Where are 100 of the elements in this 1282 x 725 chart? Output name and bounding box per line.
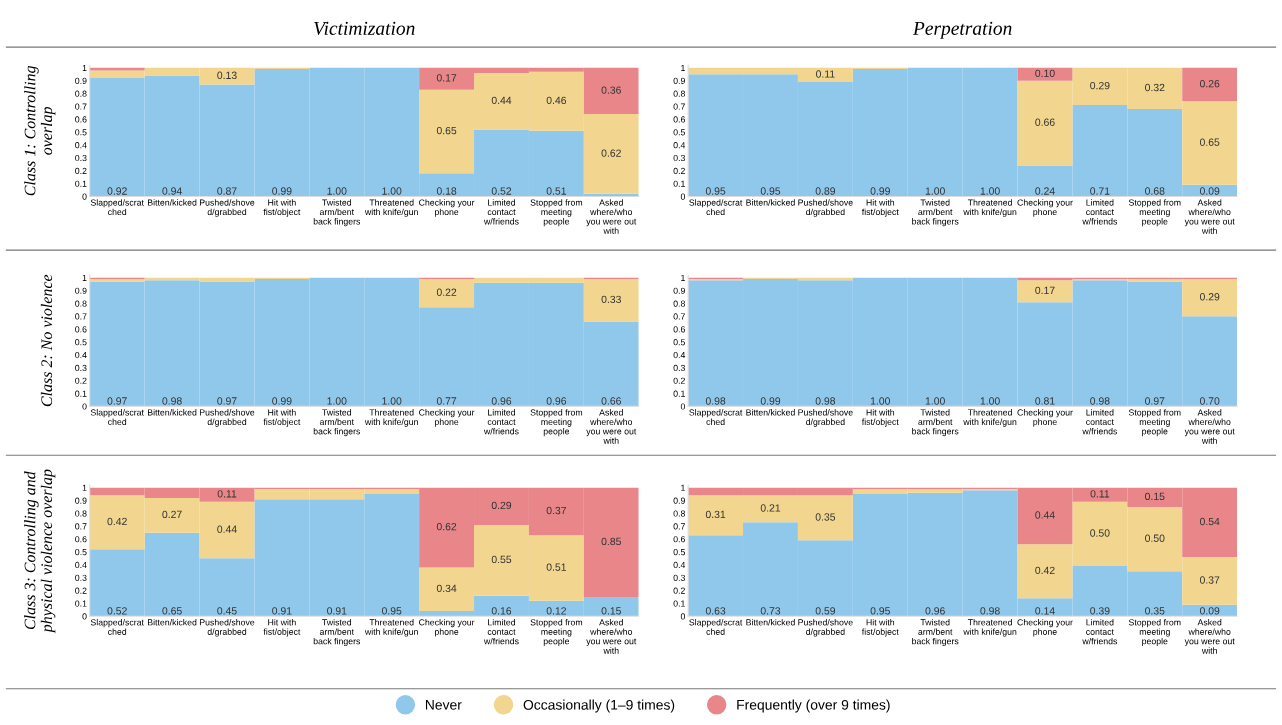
- x-tick-label: Slapped/scrat ched: [689, 199, 743, 216]
- data-label: 1.00: [980, 397, 1000, 405]
- data-label: 0.42: [107, 517, 127, 526]
- data-label: 0.29: [491, 501, 512, 510]
- y-tick-label: 0.6: [75, 536, 87, 543]
- data-label: 0.16: [491, 607, 512, 615]
- x-tick-label: Checking your phone: [1017, 619, 1073, 637]
- x-tick-label: Threatened with knife/gun: [364, 619, 418, 637]
- data-label: 0.22: [436, 288, 457, 296]
- data-label: 0.35: [1145, 607, 1165, 615]
- y-tick-label: 0.2: [75, 377, 87, 384]
- y-tick-label: 0.9: [75, 497, 87, 504]
- data-label: 0.21: [760, 504, 781, 512]
- data-label: 0.66: [601, 397, 621, 405]
- y-tick-label: 0: [680, 193, 686, 200]
- y-tick-label: 0.8: [75, 90, 87, 97]
- y-tick-label: 0.8: [673, 300, 685, 307]
- x-tick-label: Limited contact w/friends: [483, 409, 519, 435]
- y-tick-label: 0.4: [75, 142, 87, 149]
- data-label: 0.98: [980, 607, 1000, 615]
- data-label: 0.96: [925, 607, 945, 615]
- data-label: 0.24: [1035, 187, 1055, 195]
- x-tick-label: Hit with fist/object: [263, 619, 301, 637]
- data-label: 1.00: [925, 187, 945, 195]
- data-label: 0.95: [381, 607, 402, 615]
- data-label: 0.65: [436, 126, 457, 135]
- data-label: 0.73: [760, 607, 781, 615]
- data-label: 0.45: [217, 607, 237, 615]
- x-tick-label: Hit with fist/object: [861, 199, 899, 217]
- x-tick-label: Stopped from meeting people: [530, 619, 583, 647]
- data-label: 0.92: [107, 187, 127, 195]
- y-tick-label: 0.2: [673, 167, 685, 174]
- y-tick-label: 0: [680, 613, 686, 620]
- data-label: 0.97: [107, 397, 127, 405]
- y-tick-label: 1: [681, 484, 685, 491]
- data-label: 0.50: [1145, 534, 1165, 542]
- data-label: 0.98: [815, 397, 836, 405]
- data-label: 0.17: [436, 74, 457, 82]
- data-label: 0.36: [601, 86, 621, 94]
- data-label: 0.32: [1145, 83, 1165, 92]
- y-tick-label: 1: [681, 64, 685, 71]
- x-tick-label: Checking your phone: [1017, 199, 1073, 217]
- data-label: 0.71: [1090, 187, 1110, 195]
- y-tick-label: 0.2: [75, 587, 87, 594]
- data-label: 0.95: [870, 607, 890, 615]
- data-label: 0.62: [601, 149, 621, 157]
- y-tick-label: 1: [82, 64, 87, 71]
- data-label: 0.17: [1035, 286, 1055, 295]
- legend-label: Occasionally (1–9 times): [523, 699, 675, 713]
- y-tick-label: 0.9: [673, 77, 685, 84]
- x-tick-label: Hit with fist/object: [861, 409, 899, 427]
- x-tick-label: Slapped/scrat ched: [90, 409, 144, 425]
- x-tick-label: Hit with fist/object: [263, 409, 301, 427]
- data-label: 0.95: [705, 187, 726, 195]
- data-label: 1.00: [382, 397, 402, 405]
- data-label: 0.51: [546, 187, 567, 195]
- data-label: 1.00: [925, 397, 945, 405]
- data-label: 0.50: [1090, 529, 1110, 537]
- chart-title: Victimization: [314, 21, 415, 35]
- y-tick-label: 0.2: [75, 167, 87, 174]
- x-tick-label: Threatened with knife/gun: [364, 199, 418, 217]
- x-tick-label: Checking your phone: [419, 619, 475, 637]
- data-label: 0.14: [1035, 607, 1055, 615]
- y-tick-label: 0: [82, 613, 87, 620]
- data-label: 0.26: [1199, 79, 1220, 88]
- data-label: 0.29: [1090, 81, 1110, 90]
- data-label: 0.55: [491, 555, 512, 564]
- y-tick-label: 0.3: [75, 364, 87, 372]
- x-tick-label: Pushed/shove d/grabbed: [798, 619, 853, 637]
- x-tick-label: Twisted arm/bent back fingers: [912, 409, 959, 437]
- data-label: 0.52: [491, 187, 512, 195]
- y-tick-label: 0.1: [75, 600, 87, 607]
- y-tick-label: 0: [82, 193, 87, 200]
- y-tick-label: 0.8: [673, 510, 685, 517]
- data-label: 0.65: [162, 607, 182, 615]
- x-tick-label: Slapped/scrat ched: [90, 199, 144, 216]
- y-tick-label: 0.6: [673, 326, 685, 333]
- x-tick-label: Stopped from meeting people: [1128, 409, 1181, 437]
- y-tick-label: 0.5: [673, 129, 685, 136]
- data-label: 0.29: [1199, 293, 1220, 301]
- x-tick-label: Asked where/who you were out with: [586, 199, 637, 234]
- data-label: 0.59: [815, 607, 836, 615]
- y-tick-label: 0: [680, 403, 686, 410]
- x-tick-label: Limited contact w/friends: [483, 199, 519, 225]
- data-label: 0.44: [1035, 511, 1055, 519]
- data-label: 0.95: [760, 187, 781, 195]
- y-tick-label: 0.5: [673, 549, 685, 556]
- data-label: 0.39: [1090, 607, 1110, 615]
- x-tick-label: Bitten/kicked: [746, 199, 795, 206]
- y-tick-label: 0.4: [673, 351, 686, 359]
- x-tick-label: Checking your phone: [419, 409, 475, 427]
- x-tick-label: Stopped from meeting people: [1128, 199, 1181, 227]
- data-label: 0.99: [870, 187, 890, 195]
- data-label: 0.89: [815, 187, 836, 195]
- x-tick-label: Hit with fist/object: [263, 199, 301, 217]
- x-tick-label: Limited contact w/friends: [1082, 409, 1118, 435]
- y-tick-label: 0.5: [673, 339, 685, 346]
- y-tick-label: 0.3: [673, 364, 685, 372]
- y-tick-label: 0.3: [75, 574, 87, 581]
- data-label: 0.11: [1090, 490, 1110, 498]
